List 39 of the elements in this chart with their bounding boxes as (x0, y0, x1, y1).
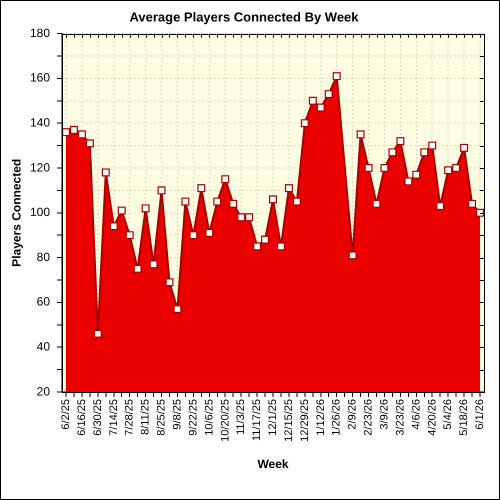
y-tick-label: 120 (30, 160, 50, 174)
y-tick-label: 20 (36, 384, 50, 398)
x-tick-label: 12/29/25 (298, 399, 311, 442)
x-tick-label: 3/9/26 (378, 399, 391, 430)
x-tick-label: 5/18/26 (458, 399, 470, 436)
y-tick-label: 100 (30, 205, 50, 220)
x-tick-label: 9/22/25 (187, 399, 200, 436)
y-tick-label: 140 (30, 116, 50, 130)
x-tick-label: 1/12/26 (314, 399, 327, 436)
x-tick-label: 12/15/25 (282, 399, 295, 442)
x-tick-label: 6/16/25 (76, 399, 88, 436)
y-tick-label: 40 (36, 340, 50, 354)
x-tick-label: 6/2/25 (60, 399, 72, 430)
x-tick-label: 6/30/25 (92, 399, 104, 436)
chart-title: Average Players Connected By Week (129, 9, 360, 24)
x-tick-label: 4/20/26 (426, 399, 438, 436)
x-tick-label: 9/8/25 (171, 399, 184, 430)
x-tick-label: 5/4/26 (442, 399, 454, 430)
x-tick-label: 8/11/25 (140, 399, 152, 435)
x-tick-label: 10/20/25 (219, 399, 232, 442)
x-tick-label: 8/25/25 (156, 399, 168, 436)
y-tick-label: 80 (36, 250, 50, 264)
x-tick-label: 6/1/26 (474, 399, 486, 430)
x-tick-label: 4/6/26 (410, 399, 422, 430)
y-axis-title: Players Connected (10, 158, 24, 267)
y-tick-label: 180 (30, 26, 50, 40)
x-tick-label: 11/3/25 (235, 399, 248, 435)
x-axis-title: Week (257, 457, 289, 472)
x-tick-label: 11/17/25 (251, 399, 264, 442)
x-tick-label: 1/26/26 (330, 399, 343, 436)
x-tick-label: 12/1/25 (267, 399, 280, 436)
y-tick-label: 160 (30, 70, 50, 85)
y-tick-label: 60 (36, 294, 50, 309)
x-tick-label: 3/23/26 (394, 399, 406, 436)
x-tick-label: 7/28/25 (124, 399, 136, 436)
x-tick-label: 7/14/25 (108, 399, 120, 436)
x-tick-label: 2/23/26 (362, 399, 375, 436)
x-tick-label: 2/9/26 (346, 399, 359, 430)
x-tick-label: 10/6/25 (203, 399, 216, 436)
